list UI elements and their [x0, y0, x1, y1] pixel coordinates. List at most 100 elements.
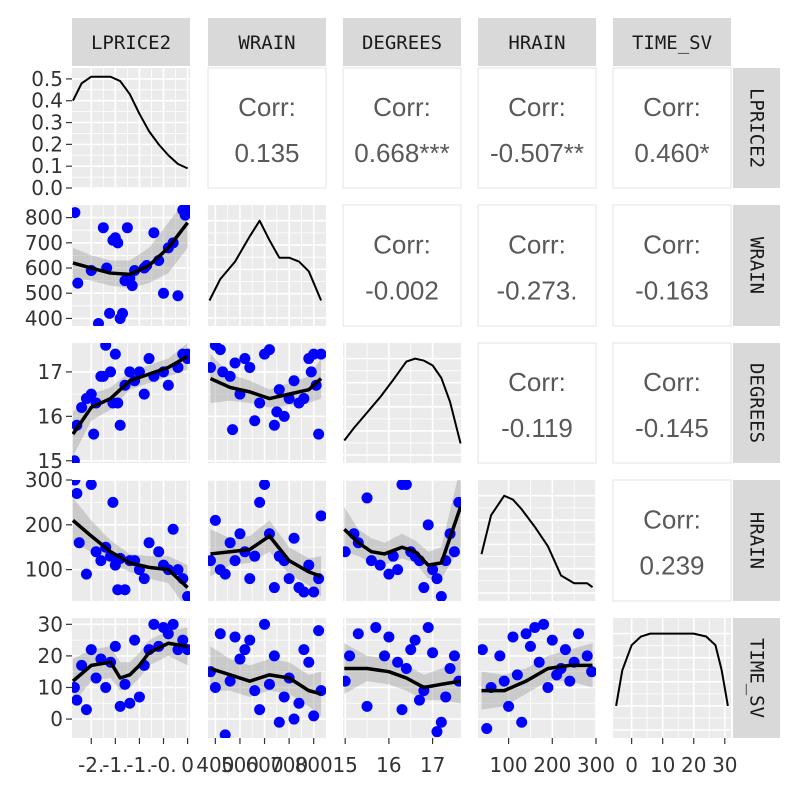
data-point — [298, 586, 310, 598]
data-point — [278, 691, 290, 703]
corr-value: -0.119 — [501, 413, 573, 443]
smooth-line — [72, 519, 189, 589]
corr-panel-lprice2-wrain: Corr: 0.135 — [207, 67, 327, 189]
corr-value: -0.507** — [490, 138, 584, 168]
data-point — [259, 618, 271, 630]
data-point — [177, 634, 189, 646]
x-tick-label: 200 — [533, 753, 571, 777]
y-tick-label: 0.1 — [31, 154, 63, 178]
data-point — [313, 428, 325, 440]
corr-label: Corr: — [373, 230, 431, 260]
corr-value: -0.163 — [635, 276, 709, 306]
data-point — [288, 375, 300, 387]
x-tick-label: 500 — [221, 753, 259, 777]
corr-label: Corr: — [643, 92, 701, 122]
data-point — [114, 700, 126, 712]
data-point — [278, 410, 290, 422]
corr-label: Corr: — [508, 92, 566, 122]
data-point — [343, 675, 351, 687]
strip-col-label: DEGREES — [362, 32, 442, 54]
data-point — [182, 205, 190, 216]
data-point — [209, 514, 221, 526]
data-point — [224, 537, 236, 549]
y-tick-label: 100 — [25, 558, 63, 582]
data-point — [121, 222, 133, 234]
scatter-panel-degrees-vs-lprice2 — [72, 343, 190, 463]
bottom-axis-time_sv: 0 10 20 30 — [625, 738, 738, 777]
data-point — [153, 546, 165, 558]
density-panel-lprice2 — [72, 68, 190, 189]
data-point — [268, 419, 280, 431]
strip-col-degrees: DEGREES — [343, 18, 461, 66]
y-tick-label: 700 — [25, 231, 63, 255]
data-point — [573, 628, 585, 640]
data-point — [586, 666, 596, 678]
data-point — [72, 207, 81, 219]
data-point — [263, 344, 275, 356]
left-axis-hrain: 100 200 300 — [25, 468, 72, 582]
corr-label: Corr: — [643, 230, 701, 260]
data-point — [124, 697, 136, 709]
bottom-axis-degrees: 15 16 17 — [332, 738, 445, 777]
data-point — [133, 366, 145, 378]
smooth-line — [72, 641, 188, 683]
corr-value: -0.273. — [497, 276, 578, 306]
data-point — [133, 691, 145, 703]
y-tick-label: 400 — [25, 306, 63, 330]
density-panel-hrain — [478, 480, 597, 601]
density-curve — [72, 75, 189, 170]
data-point — [80, 704, 92, 716]
y-tick-label: 0 — [50, 707, 63, 731]
density-panel-wrain — [208, 205, 326, 326]
data-point — [76, 659, 88, 671]
data-point — [97, 222, 109, 234]
x-tick-label: 800 — [295, 753, 333, 777]
data-point — [298, 393, 310, 405]
data-point — [214, 344, 226, 356]
data-point — [516, 716, 528, 728]
strip-row-degrees: DEGREES — [733, 343, 780, 463]
data-point — [503, 700, 515, 712]
data-point — [209, 681, 221, 693]
corr-label: Corr: — [508, 367, 566, 397]
strip-row-label: WRAIN — [746, 237, 768, 294]
data-point — [249, 415, 261, 427]
y-tick-label: 300 — [25, 468, 63, 492]
data-point — [315, 348, 326, 360]
y-tick-label: 10 — [38, 675, 63, 699]
x-tick-label: 0 — [625, 753, 638, 777]
data-point — [478, 644, 488, 656]
data-point — [239, 644, 251, 656]
scatter-panel-hrain-vs-lprice2 — [72, 479, 190, 601]
data-point — [214, 628, 226, 640]
smooth-line — [72, 354, 189, 436]
panel-background — [613, 618, 731, 738]
data-point — [370, 621, 382, 633]
data-point — [126, 280, 138, 292]
smooth-line — [343, 506, 461, 567]
data-point — [109, 348, 121, 360]
bottom-axis-hrain: 100 200 300 — [489, 738, 615, 777]
panel-background — [72, 68, 190, 188]
data-point — [413, 694, 425, 706]
data-point — [124, 366, 136, 378]
data-point — [107, 496, 119, 508]
data-point — [361, 700, 373, 712]
data-point — [422, 519, 434, 531]
data-point — [239, 353, 251, 365]
data-point — [88, 428, 100, 440]
data-point — [76, 401, 88, 413]
data-point — [119, 584, 131, 596]
data-point — [444, 663, 456, 675]
data-point — [308, 586, 320, 598]
data-point — [546, 634, 558, 646]
corr-panel-lprice2-hrain: Corr: -0.507** — [477, 67, 597, 189]
corr-value: -0.002 — [365, 276, 439, 306]
smooth-line — [344, 666, 461, 690]
y-tick-label: 16 — [38, 404, 63, 428]
y-tick-label: 0.4 — [31, 89, 63, 113]
x-tick-label: 0 — [181, 753, 194, 777]
data-point — [400, 663, 412, 675]
data-point — [427, 564, 439, 576]
